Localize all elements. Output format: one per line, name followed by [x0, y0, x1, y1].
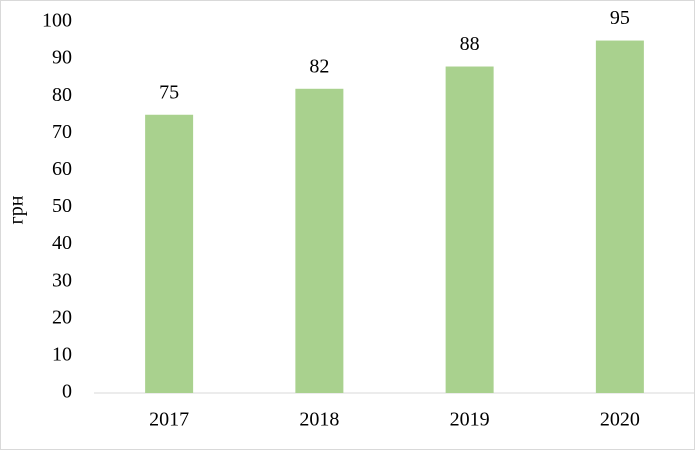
y-tick-label: 30	[52, 269, 72, 291]
y-axis-label: грн	[6, 195, 28, 224]
data-label: 82	[309, 55, 329, 77]
bar	[595, 40, 644, 394]
data-label: 75	[159, 81, 179, 103]
bar	[295, 88, 344, 393]
bar	[445, 66, 494, 394]
y-tick-label: 80	[52, 84, 72, 106]
x-tick-label: 2018	[299, 409, 339, 431]
y-tick-label: 60	[52, 158, 72, 180]
y-tick-label: 20	[52, 306, 72, 328]
y-tick-label: 50	[52, 195, 72, 217]
x-tick-label: 2017	[149, 409, 189, 431]
bar	[145, 114, 194, 393]
x-tick-label: 2020	[600, 409, 640, 431]
y-tick-label: 70	[52, 121, 72, 143]
data-label: 95	[610, 7, 630, 29]
data-label: 88	[460, 33, 480, 55]
y-tick-label: 100	[42, 10, 72, 32]
x-tick-label: 2019	[450, 409, 490, 431]
y-tick-label: 10	[52, 343, 72, 365]
y-tick-label: 90	[52, 47, 72, 69]
y-tick-label: 0	[62, 381, 72, 403]
y-tick-label: 40	[52, 232, 72, 254]
